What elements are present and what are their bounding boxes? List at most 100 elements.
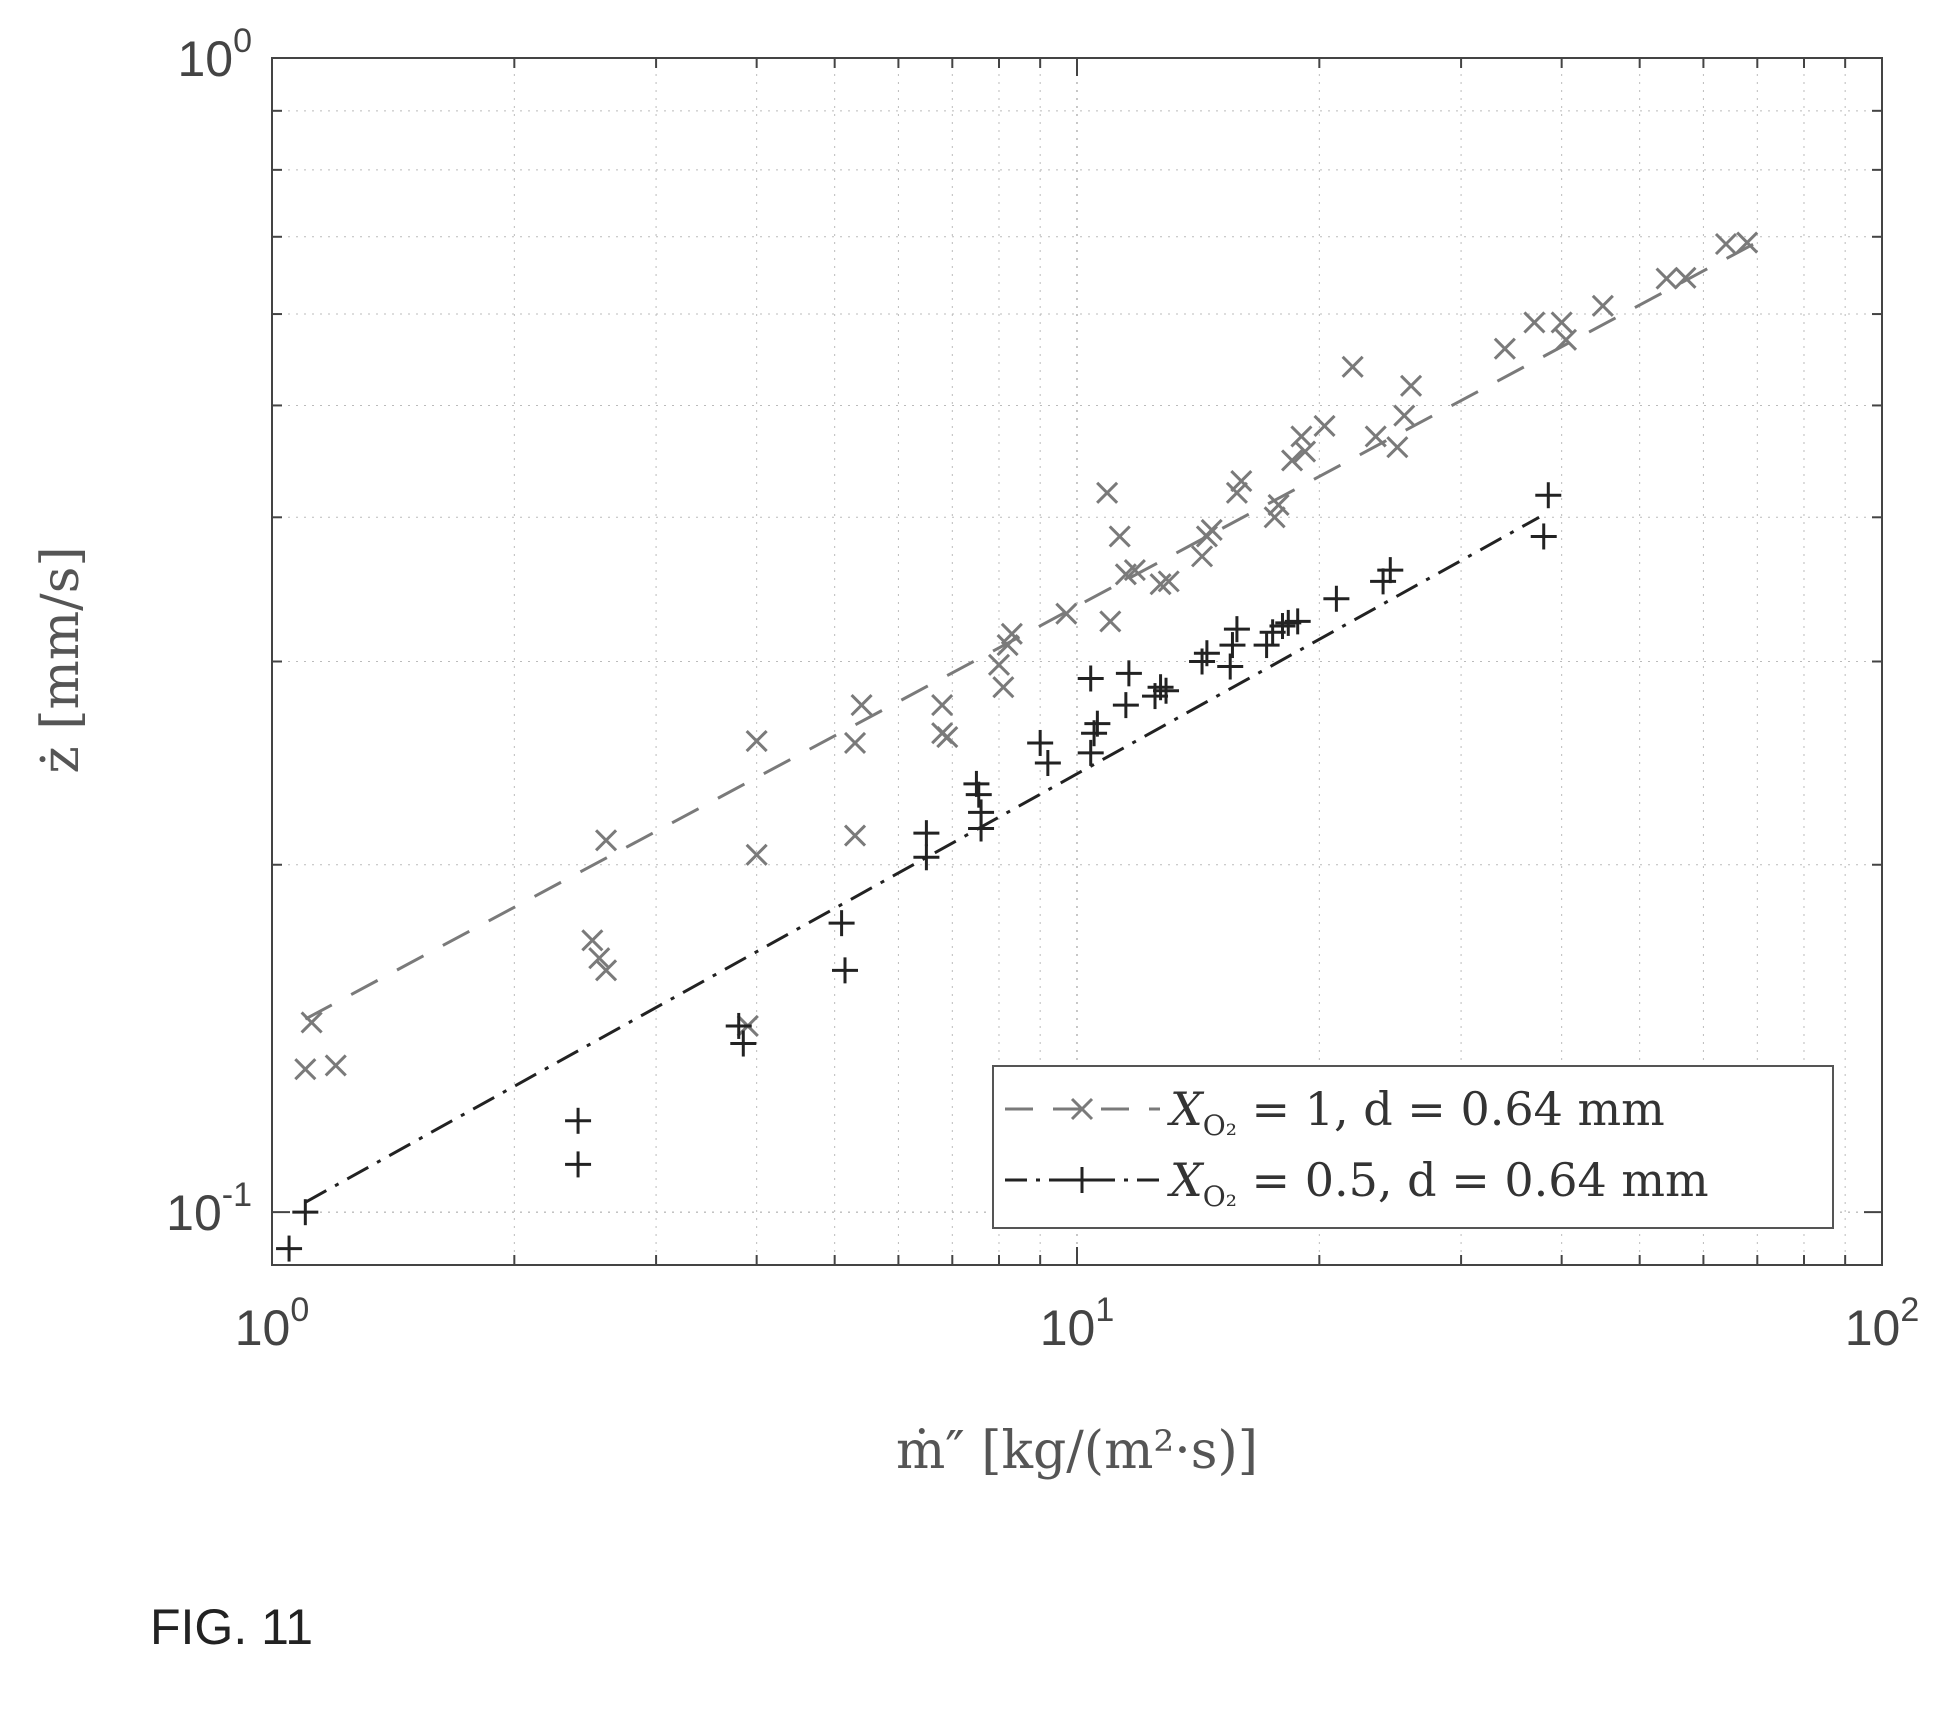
data-point-series-1 (1263, 506, 1286, 529)
y-tick-label: 100 (177, 22, 252, 87)
data-point-series-2 (1253, 632, 1280, 659)
data-point-series-1 (843, 824, 867, 847)
x-tick-labels: 100 101 102 (235, 1291, 1920, 1356)
data-point-series-1 (987, 653, 1011, 676)
data-point-series-1 (581, 929, 604, 952)
data-point-series-2 (913, 820, 940, 847)
data-point-series-2 (963, 770, 990, 797)
x-tick-label-base: 10 (235, 1300, 291, 1356)
fit-lines (304, 235, 1768, 1204)
data-point-series-2 (832, 957, 859, 984)
data-point-series-1 (1393, 404, 1416, 427)
data-point-series-2 (1370, 568, 1397, 595)
data-point-series-2 (1034, 750, 1061, 777)
legend-sample-1 (1005, 1097, 1160, 1121)
data-point-series-1 (324, 1054, 347, 1077)
x-tick-label: 102 (1845, 1291, 1920, 1356)
data-point-series-1 (594, 959, 618, 982)
data-point-series-2 (1284, 608, 1311, 635)
data-point-series-1 (745, 729, 768, 753)
x-axis-label: ṁ″ [kg/(m²·s)] (896, 1421, 1258, 1481)
data-point-series-2 (565, 1151, 592, 1178)
data-point-series-2 (968, 815, 995, 842)
data-point-series-1 (1149, 573, 1172, 596)
data-point-series-1 (1281, 449, 1304, 472)
y-axis-label: ż [mm/s] (31, 546, 91, 773)
data-point-series-2 (1115, 660, 1142, 687)
data-point-series-1 (300, 1011, 323, 1034)
tick-marks (271, 57, 1883, 1266)
y-tick-label-exponent: -1 (222, 1176, 252, 1214)
x-tick-label-exponent: 1 (1095, 1291, 1114, 1329)
data-point-series-1 (1055, 602, 1078, 625)
legend-entry-2: XO₂ = 0.5, d = 0.64 mm (1005, 1153, 1709, 1213)
data-point-series-1 (1493, 337, 1516, 360)
x-tick-label-base: 10 (1845, 1300, 1901, 1356)
data-point-series-1 (1123, 559, 1146, 582)
data-point-series-2 (725, 1012, 752, 1039)
data-point-series-2 (1223, 616, 1250, 643)
y-tick-label-base: 10 (166, 1185, 222, 1241)
data-point-series-1 (588, 947, 611, 970)
data-point-series-1 (1714, 232, 1738, 256)
x-tick-label-exponent: 2 (1900, 1291, 1919, 1329)
fit-line-series-2 (304, 515, 1540, 1204)
data-point-series-1 (1591, 294, 1614, 317)
x-tick-label: 101 (1040, 1291, 1115, 1356)
data-point-series-2 (1323, 585, 1350, 612)
data-point-series-1 (931, 694, 954, 717)
data-point-series-1 (1554, 328, 1578, 351)
legend-sample-2 (1005, 1167, 1160, 1193)
data-point-series-1 (936, 726, 959, 749)
data-point-series-2 (730, 1030, 757, 1057)
legend-label-1: XO₂ = 1, d = 0.64 mm (1167, 1082, 1665, 1142)
data-point-series-1 (745, 843, 768, 866)
y-tick-label: 10-1 (166, 1176, 252, 1241)
data-point-series-1 (1293, 440, 1317, 463)
data-point-series-1 (1230, 469, 1253, 493)
fit-line-series-1 (304, 235, 1768, 1021)
legend-entry-1: XO₂ = 1, d = 0.64 mm (1005, 1082, 1665, 1142)
data-point-series-1 (1674, 266, 1697, 289)
data-point-series-1 (1190, 545, 1214, 568)
data-point-series-2 (276, 1235, 303, 1262)
legend-marker (1069, 1167, 1095, 1193)
data-point-series-1 (1157, 570, 1180, 593)
data-point-series-1 (1523, 311, 1546, 334)
data-point-series-1 (1399, 374, 1423, 397)
data-point-series-1 (1655, 267, 1678, 290)
data-point-series-1 (1386, 436, 1409, 459)
data-point-series-2 (292, 1199, 319, 1226)
data-point-series-1 (1000, 622, 1023, 645)
data-point-series-1 (1364, 425, 1387, 448)
data-point-series-2 (1153, 677, 1180, 704)
data-point-series-1 (594, 829, 618, 852)
data-point-series-1 (1200, 518, 1223, 542)
data-point-series-2 (1377, 557, 1404, 584)
legend-marker (1070, 1097, 1094, 1121)
x-tick-label-base: 10 (1040, 1300, 1096, 1356)
data-point-series-1 (1096, 481, 1119, 504)
data-point-series-1 (850, 694, 873, 717)
data-point-series-1 (843, 731, 867, 755)
data-point-series-2 (913, 844, 940, 871)
legend-box (992, 1065, 1834, 1229)
y-tick-label-base: 10 (177, 31, 233, 87)
data-point-series-2 (565, 1107, 592, 1134)
legend-label-2: XO₂ = 0.5, d = 0.64 mm (1167, 1153, 1709, 1213)
data-point-series-2 (1535, 482, 1562, 509)
data-markers (276, 231, 1759, 1262)
data-point-series-1 (1267, 493, 1290, 516)
data-point-series-2 (965, 781, 992, 808)
x-tick-label: 100 (235, 1291, 310, 1356)
data-point-series-2 (1112, 692, 1139, 719)
grid (272, 58, 1882, 1265)
data-point-series-2 (1084, 710, 1111, 737)
data-point-series-2 (1027, 729, 1054, 756)
data-point-series-1 (1290, 425, 1313, 448)
data-point-series-1 (1225, 481, 1248, 504)
y-tick-label-exponent: 0 (233, 22, 252, 60)
data-point-series-1 (1341, 355, 1364, 378)
